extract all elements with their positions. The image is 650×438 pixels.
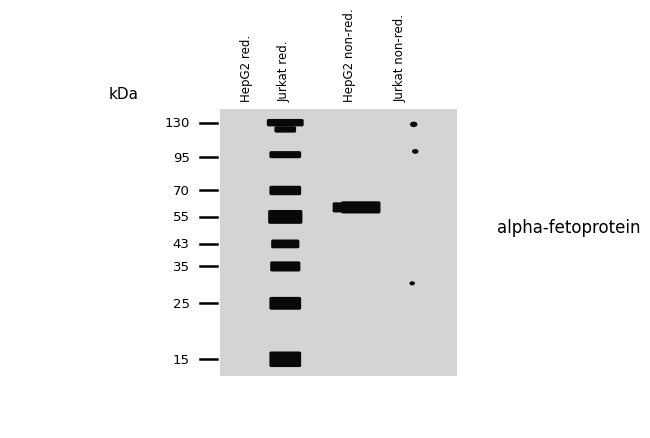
Text: Jurkat non-red.: Jurkat non-red. [393, 14, 406, 102]
FancyBboxPatch shape [269, 186, 301, 196]
FancyBboxPatch shape [341, 202, 380, 214]
FancyBboxPatch shape [220, 110, 456, 376]
Circle shape [413, 150, 418, 154]
Text: HepG2 red.: HepG2 red. [239, 35, 252, 102]
Text: 70: 70 [173, 184, 190, 198]
Text: 55: 55 [172, 211, 190, 224]
Text: kDa: kDa [109, 86, 139, 102]
Text: 95: 95 [173, 151, 190, 164]
FancyBboxPatch shape [267, 120, 304, 127]
FancyBboxPatch shape [269, 152, 301, 159]
Text: 130: 130 [164, 117, 190, 130]
FancyBboxPatch shape [269, 297, 301, 310]
Circle shape [411, 123, 417, 127]
Text: 35: 35 [172, 260, 190, 273]
FancyBboxPatch shape [268, 211, 302, 224]
FancyBboxPatch shape [270, 262, 300, 272]
Text: alpha-fetoprotein: alpha-fetoprotein [497, 219, 640, 237]
FancyBboxPatch shape [333, 203, 344, 213]
Text: HepG2 non-red.: HepG2 non-red. [343, 8, 356, 102]
Text: Jurkat red.: Jurkat red. [278, 40, 291, 102]
Text: 43: 43 [173, 238, 190, 251]
Text: 25: 25 [172, 297, 190, 310]
FancyBboxPatch shape [271, 240, 300, 249]
FancyBboxPatch shape [274, 127, 296, 133]
Circle shape [410, 283, 414, 285]
FancyBboxPatch shape [269, 352, 301, 367]
Text: 15: 15 [172, 353, 190, 366]
